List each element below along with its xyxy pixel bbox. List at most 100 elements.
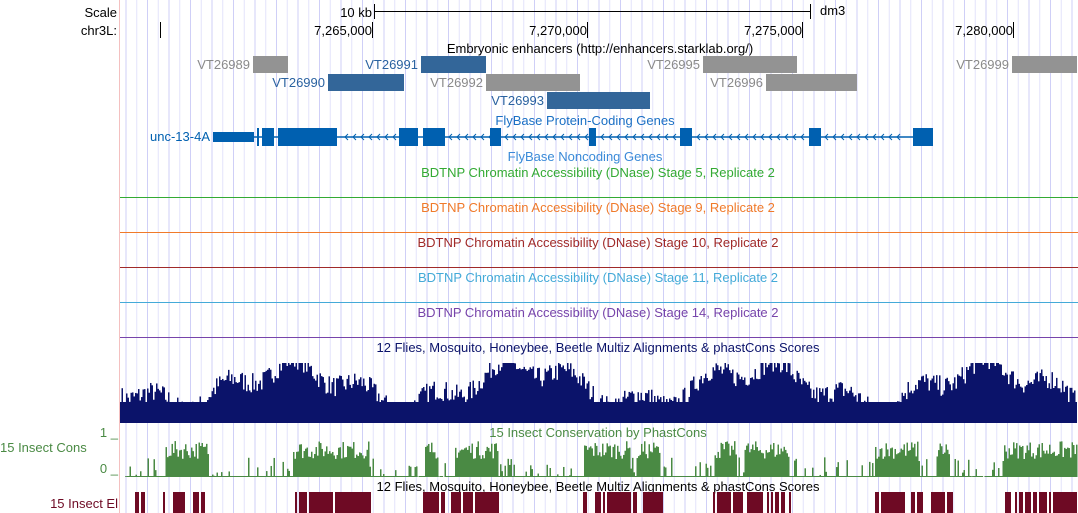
multiz-track-title[interactable]: 12 Flies, Mosquito, Honeybee, Beetle Mul… [376,340,820,355]
phastcons-plot[interactable] [0,440,1078,478]
phastcons-bar [921,465,923,477]
phastcons-bar [1034,458,1036,477]
multiz-bar [339,375,341,423]
enhancer-label[interactable]: VT26989 [197,57,250,72]
enhancer-feature[interactable] [253,56,288,73]
multiz-bar [853,396,855,423]
phastcons-bar [354,457,356,477]
phastcons-bar [383,474,385,477]
dnase-track-title[interactable]: BDTNP Chromatin Accessibility (DNase) St… [417,235,779,250]
gene-label[interactable]: unc-13-4A [150,129,210,144]
dnase-signal[interactable] [120,267,1078,268]
multiz-bar [993,363,995,423]
multiz-bar [447,398,449,423]
strand-arrow-icon [648,133,653,141]
enhancer-feature[interactable] [766,74,857,91]
conserved-elements-plot[interactable] [0,492,1078,513]
enhancer-label[interactable]: VT26996 [710,75,763,90]
phastcons-bar [744,449,746,477]
dnase-track-title[interactable]: BDTNP Chromatin Accessibility (DNase) St… [421,165,775,180]
phastcons-bar [959,476,961,477]
multiz-bar [687,402,689,423]
dnase-track-title[interactable]: BDTNP Chromatin Accessibility (DNase) St… [417,270,779,285]
multiz-bar [126,393,128,423]
phastcons-bar [777,444,779,477]
phastcons-bar [224,476,226,477]
dnase-signal[interactable] [120,232,1078,233]
phastcons-bar [909,450,911,477]
gene-model-unc-13-4A[interactable] [0,126,1078,148]
flybase-noncoding-title[interactable]: FlyBase Noncoding Genes [507,149,663,164]
multiz-bar [237,382,239,423]
enhancer-label[interactable]: VT26995 [647,57,700,72]
multiz-bar [943,390,945,423]
conserved-element [325,492,327,513]
conserved-element [361,492,363,513]
phastcons-track-title[interactable]: 15 Insect Conservation by PhastCons [489,425,707,440]
conserved-element [897,492,899,513]
multiz-bar [592,386,594,423]
enhancer-feature[interactable] [421,56,486,73]
dnase-signal[interactable] [120,302,1078,303]
multiz-bar [492,369,494,423]
phastcons-bar [732,449,734,477]
phastcons-side-label[interactable]: 15 Insect Cons [0,440,87,455]
conserved-element [203,492,205,513]
multiz-bar [934,382,936,423]
enhancers-track-title[interactable]: Embryonic enhancers (http://enhancers.st… [446,41,754,56]
enhancer-feature[interactable] [486,74,580,91]
enhancer-label[interactable]: VT26999 [956,57,1009,72]
elements-side-label[interactable]: 15 Insect El [50,496,118,511]
phastcons-bar [783,446,785,477]
multiz-bar [142,389,144,423]
multiz-bar [852,392,854,423]
conserved-element [883,492,885,513]
flybase-coding-title[interactable]: FlyBase Protein-Coding Genes [495,113,675,128]
phastcons-bar [762,453,764,477]
conserved-element [431,492,433,513]
dnase-track-title[interactable]: BDTNP Chromatin Accessibility (DNase) St… [417,305,779,320]
multiz-bar [463,396,465,423]
phastcons-bar [648,444,650,477]
phastcons-bar [704,476,706,477]
multiz-bar [549,365,551,423]
conserved-element [735,492,737,513]
phastcons-bar [197,458,199,477]
enhancer-feature[interactable] [1012,56,1077,73]
multiz-bar [232,383,234,423]
dnase-track-title[interactable]: BDTNP Chromatin Accessibility (DNase) St… [421,200,775,215]
conserved-element [295,492,297,513]
phastcons-bar [575,476,577,477]
multiz-density-plot[interactable] [0,355,1078,425]
phastcons-bar [572,476,574,477]
multiz-bar [816,387,818,423]
conserved-element [729,492,731,513]
enhancer-label[interactable]: VT26991 [365,57,418,72]
multiz-bar [975,363,977,423]
elements-track-title[interactable]: 12 Flies, Mosquito, Honeybee, Beetle Mul… [376,479,820,494]
multiz-bar [955,388,957,423]
multiz-bar [157,388,159,423]
enhancer-label[interactable]: VT26992 [430,75,483,90]
multiz-bar [813,389,815,423]
enhancer-feature[interactable] [703,56,797,73]
enhancer-feature[interactable] [547,92,650,109]
phastcons-bar [540,476,542,477]
multiz-bar [270,369,272,423]
phastcons-bar [875,446,877,477]
enhancer-feature[interactable] [328,74,404,91]
phastcons-bar [888,456,890,477]
phastcons-bar [377,476,379,477]
enhancer-label[interactable]: VT26990 [272,75,325,90]
dnase-signal[interactable] [120,337,1078,338]
multiz-bar [835,384,837,423]
dnase-signal[interactable] [120,197,1078,198]
multiz-bar [718,370,720,423]
conserved-element [1009,492,1011,513]
multiz-bar [547,370,549,423]
conserved-element [939,492,941,513]
phastcons-bar [963,470,965,477]
enhancer-label[interactable]: VT26993 [491,93,544,108]
phastcons-bar [267,476,269,477]
